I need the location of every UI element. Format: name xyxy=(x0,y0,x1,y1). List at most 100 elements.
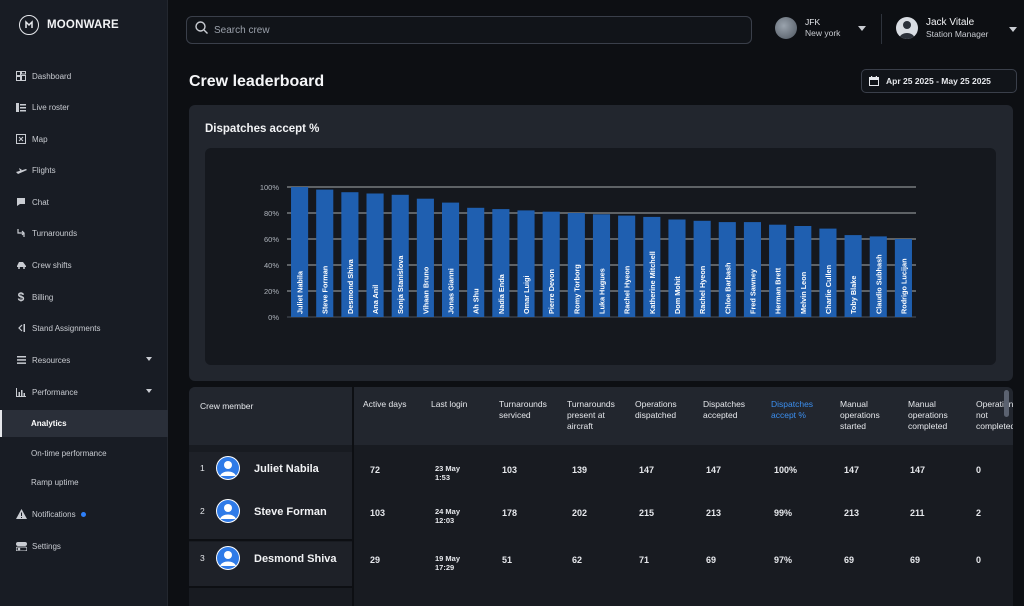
bar-label: Omar Luigi xyxy=(522,275,531,314)
toggle-icon xyxy=(15,540,27,552)
cell-last-login-date: 19 May xyxy=(435,554,461,563)
y-tick-label: 60% xyxy=(264,235,279,244)
stand-icon xyxy=(15,322,27,334)
bar-chart-icon xyxy=(15,386,27,398)
map-icon xyxy=(15,133,27,145)
y-tick-label: 100% xyxy=(260,183,280,192)
chevron-down-icon[interactable] xyxy=(858,26,866,31)
sidebar-item-billing[interactable]: $ Billing xyxy=(0,283,168,311)
sidebar-item-settings[interactable]: Settings xyxy=(0,532,168,560)
bar[interactable] xyxy=(441,202,460,317)
table-row[interactable]: 2 Steve Forman 103 178 202 215 213 99% 213 211 2 24… xyxy=(189,495,1013,541)
sidebar-item-flights[interactable]: Flights xyxy=(0,156,168,184)
header-crew-member[interactable]: Crew member xyxy=(200,401,254,411)
bar[interactable] xyxy=(391,194,409,317)
date-range-picker[interactable]: Apr 25 2025 - May 25 2025 xyxy=(861,69,1017,93)
rank-number: 3 xyxy=(200,553,205,563)
brand-name: MOONWARE xyxy=(47,19,119,31)
plane-icon xyxy=(15,164,27,176)
sidebar-item-label: Dashboard xyxy=(32,71,72,81)
roster-icon xyxy=(15,101,27,113)
table-row[interactable]: 3 Desmond Shiva 29 51 62 71 69 97% 69 69 0 19 May 17… xyxy=(189,542,1013,588)
bar[interactable] xyxy=(844,235,862,317)
header-manual-operations-started[interactable]: Manual operations started xyxy=(840,399,880,431)
header-active-days[interactable]: Active days xyxy=(363,399,407,409)
search-bar[interactable] xyxy=(186,16,752,44)
crew-member-cell[interactable]: 2 Steve Forman xyxy=(189,495,352,541)
page-title: Crew leaderboard xyxy=(189,73,325,90)
bar-label: Romy Torborg xyxy=(572,264,581,314)
table-row[interactable]: 1 Juliet Nabila 72 103 139 147 147 100% 147 147 0 2… xyxy=(189,452,1013,498)
bar[interactable] xyxy=(819,228,837,317)
bar-label: Juliet Nabila xyxy=(296,270,305,314)
sidebar-item-label: Live roster xyxy=(32,102,70,112)
sidebar-item-analytics[interactable]: Analytics xyxy=(0,410,168,437)
search-input[interactable] xyxy=(214,24,714,36)
bar-label: Jonas Gianni xyxy=(447,268,456,314)
bar-label: Desmond Shiva xyxy=(346,258,355,314)
bar[interactable] xyxy=(467,207,485,317)
bar[interactable] xyxy=(869,236,887,317)
bar[interactable] xyxy=(316,189,334,317)
dollar-icon: $ xyxy=(17,290,25,304)
chevron-down-icon[interactable] xyxy=(146,357,152,361)
sidebar-item-ramp-uptime[interactable]: Ramp uptime xyxy=(0,468,168,496)
location-thumbnail xyxy=(775,17,797,39)
sidebar-item-performance[interactable]: Performance xyxy=(0,378,168,406)
sidebar-item-turnarounds[interactable]: Turnarounds xyxy=(0,219,168,247)
cell-manual-completed: 147 xyxy=(910,465,926,475)
bar[interactable] xyxy=(366,193,384,318)
header-dispatches-accept-pct[interactable]: Dispatches accept % xyxy=(771,399,814,420)
header-operations-not-completed[interactable]: Operations not completed xyxy=(976,399,1013,432)
table-scrollbar[interactable] xyxy=(1004,390,1009,417)
bar[interactable] xyxy=(769,224,787,317)
location-selector[interactable]: JFK New york xyxy=(775,17,866,39)
sidebar-item-on-time-performance[interactable]: On-time performance xyxy=(0,439,168,467)
bar[interactable] xyxy=(693,220,711,317)
bar[interactable] xyxy=(517,210,535,317)
chat-icon xyxy=(15,196,27,208)
sidebar-item-stand-assignments[interactable]: Stand Assignments xyxy=(0,314,168,342)
vehicle-icon xyxy=(15,259,27,271)
bar[interactable] xyxy=(794,226,812,317)
cell-last-login-time: 17:29 xyxy=(435,563,455,572)
header-turnarounds-present[interactable]: Turnarounds present at aircraft xyxy=(567,399,615,431)
bar[interactable] xyxy=(643,216,661,317)
bar[interactable] xyxy=(894,239,912,317)
chevron-down-icon[interactable] xyxy=(1009,27,1017,32)
sidebar-item-chat[interactable]: Chat xyxy=(0,188,168,216)
chevron-down-icon[interactable] xyxy=(146,389,152,393)
sidebar-item-crew-shifts[interactable]: Crew shifts xyxy=(0,251,168,279)
bar[interactable] xyxy=(668,219,686,318)
turnaround-icon xyxy=(15,227,27,239)
cell-dispatched: 215 xyxy=(639,508,655,518)
bar[interactable] xyxy=(416,198,434,317)
header-last-login[interactable]: Last login xyxy=(431,399,468,409)
cell-turnarounds: 178 xyxy=(502,508,518,518)
bar[interactable] xyxy=(567,213,585,317)
crew-member-cell[interactable]: 3 Desmond Shiva xyxy=(189,542,352,588)
bar-label: Vihaan Bruno xyxy=(421,266,430,314)
bar-label: Rodrigo Lucijan xyxy=(899,258,908,314)
brand[interactable]: MOONWARE xyxy=(19,15,119,35)
bar[interactable] xyxy=(592,214,611,317)
sidebar-item-resources[interactable]: Resources xyxy=(0,346,168,374)
user-menu[interactable]: Jack Vitale Station Manager xyxy=(896,17,1017,40)
sidebar-item-notifications[interactable]: Notifications xyxy=(0,500,168,528)
crew-avatar xyxy=(216,499,240,523)
bar[interactable] xyxy=(542,211,560,317)
bar[interactable] xyxy=(492,209,510,317)
header-manual-operations-completed[interactable]: Manual operations completed xyxy=(908,399,948,431)
bar[interactable] xyxy=(341,192,359,317)
bar[interactable] xyxy=(718,222,736,317)
bar[interactable] xyxy=(743,222,762,317)
bar[interactable] xyxy=(618,215,636,317)
sidebar-item-map[interactable]: Map xyxy=(0,125,168,153)
header-turnarounds-serviced[interactable]: Turnarounds serviced xyxy=(499,399,547,420)
bar[interactable] xyxy=(291,187,309,317)
header-dispatches-accepted[interactable]: Dispatches accepted xyxy=(703,399,746,420)
sidebar-item-live-roster[interactable]: Live roster xyxy=(0,93,168,121)
header-operations-dispatched[interactable]: Operations dispatched xyxy=(635,399,677,420)
sidebar-item-dashboard[interactable]: Dashboard xyxy=(0,62,168,90)
crew-member-cell[interactable]: 1 Juliet Nabila xyxy=(189,452,352,498)
